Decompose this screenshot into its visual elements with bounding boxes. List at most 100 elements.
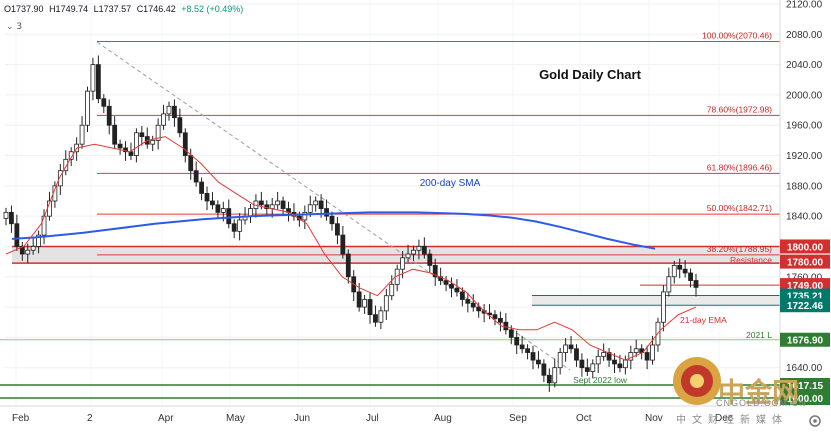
candle-body: [677, 265, 683, 270]
candle-body: [503, 321, 509, 331]
candle-body: [90, 64, 96, 92]
price-label-text: 1735.21: [787, 292, 824, 303]
candle-body: [275, 200, 281, 206]
candle-body: [318, 200, 324, 209]
candle-body: [237, 219, 243, 232]
settings-gear-icon[interactable]: [809, 415, 821, 427]
time-tick-label: Nov: [645, 413, 663, 424]
ohlc-open: O1737.90: [4, 4, 44, 14]
time-tick-label: Dec: [715, 413, 733, 424]
candle-body: [112, 124, 118, 145]
watermark-tagline: 中文财经新媒体: [676, 415, 788, 426]
candle-body: [622, 359, 628, 369]
chart-title: Gold Daily Chart: [539, 67, 642, 82]
candles: [3, 55, 699, 392]
candle-body: [628, 352, 634, 361]
candle-body: [210, 200, 215, 206]
price-tick-label: 2080.00: [786, 30, 823, 41]
candle-body: [584, 367, 590, 372]
candle-body: [454, 287, 460, 293]
time-tick-label: Jun: [294, 413, 310, 424]
support-zone: [532, 295, 780, 306]
annotation-label: Resistance: [730, 255, 772, 265]
candle-body: [449, 283, 454, 289]
price-label-text: 1600.00: [787, 394, 824, 405]
candle-body: [661, 291, 666, 323]
candle-body: [432, 265, 438, 278]
candle-body: [563, 344, 569, 353]
candle-body: [356, 291, 362, 308]
price-label-bg: [780, 239, 830, 254]
watermark-logo: [673, 357, 721, 405]
candle-body: [3, 211, 9, 219]
candle-body: [101, 98, 107, 107]
candle-body: [123, 147, 128, 153]
candle-body: [373, 314, 378, 323]
candle-body: [30, 246, 36, 251]
candle-body: [595, 355, 601, 365]
indicators-toggle[interactable]: ⌄ 3: [6, 22, 22, 32]
price-label-text: 1800.00: [787, 242, 824, 253]
time-tick-label: Apr: [158, 413, 174, 424]
candle-body: [188, 155, 194, 172]
price-tick-label: 1840.00: [786, 212, 823, 223]
price-label-bg: [780, 254, 830, 269]
candle-body: [443, 280, 449, 285]
time-tick-label: Aug: [434, 413, 452, 424]
candle-body: [514, 336, 520, 346]
chevron-down-icon: ⌄: [6, 22, 14, 32]
price-tick-label: 2040.00: [786, 60, 823, 71]
candle-body: [139, 132, 145, 137]
candle-body: [492, 314, 498, 319]
candle-body: [459, 291, 465, 300]
candle-body: [258, 200, 264, 206]
candle-body: [574, 348, 579, 361]
candle-body: [693, 280, 699, 288]
candle-body: [106, 105, 112, 126]
price-label-bg: [780, 378, 830, 393]
candle-body: [682, 268, 688, 274]
candle-body: [9, 211, 14, 225]
time-tick-label: Jul: [366, 413, 379, 424]
candle-body: [85, 90, 90, 126]
candle-body: [568, 344, 574, 350]
candle-body: [220, 208, 226, 213]
candle-body: [498, 318, 503, 323]
price-label-text: 1780.00: [787, 258, 824, 269]
annotations: 200-day SMA Resistance 21-day EMA 2021 L Sep…: [420, 178, 773, 385]
candle-body: [606, 352, 612, 361]
time-tick-label: Oct: [576, 413, 592, 424]
candle-body: [367, 299, 373, 316]
candle-body: [362, 299, 367, 308]
candle-body: [161, 113, 166, 126]
candle-body: [199, 181, 204, 194]
candle-body: [248, 208, 253, 217]
candle-body: [172, 105, 177, 119]
candle-body: [280, 200, 286, 209]
price-label-text: 1676.90: [787, 336, 824, 347]
candle-body: [688, 272, 693, 281]
candle-body: [557, 352, 563, 369]
downtrend-line: [96, 41, 571, 371]
fib-label: 50.00%(1842.71): [707, 203, 772, 213]
fib-label: 78.60%(1972.98): [707, 104, 772, 114]
candle-body: [383, 295, 389, 312]
candle-body: [68, 151, 74, 160]
time-tick-label: 2: [87, 413, 93, 424]
candle-body: [19, 246, 25, 255]
candle-body: [215, 204, 221, 213]
candle-body: [552, 367, 558, 384]
candle-body: [226, 208, 232, 225]
watermark-site: CNGOLD.COM.CN: [716, 398, 807, 408]
candle-body: [508, 329, 514, 338]
candle-body: [536, 359, 541, 365]
indicator-count: 3: [16, 22, 23, 32]
candle-body: [345, 253, 351, 278]
candle-body: [666, 276, 672, 293]
candle-body: [204, 193, 210, 202]
candle-body: [519, 344, 525, 350]
sma200-line: [11, 211, 656, 250]
price-label-text: 1722.46: [787, 301, 824, 312]
annotation-label: 21-day EMA: [680, 315, 727, 325]
